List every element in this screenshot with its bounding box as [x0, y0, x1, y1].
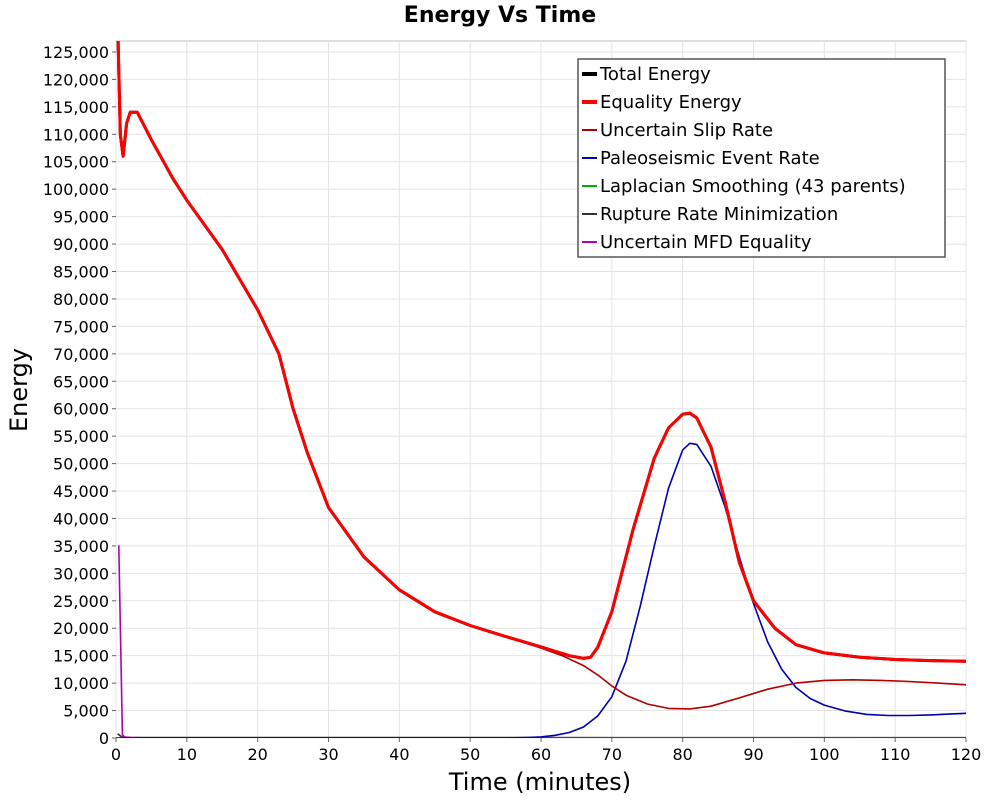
- y-tick-label: 30,000: [53, 564, 109, 583]
- series-lines: [116, 41, 966, 738]
- y-tick-label: 35,000: [53, 537, 109, 556]
- x-tick-label: 70: [602, 745, 622, 764]
- y-axis-title: Energy: [5, 348, 33, 432]
- x-tick-label: 80: [672, 745, 692, 764]
- x-axis-title: Time (minutes): [448, 768, 631, 796]
- y-axis: 0 5,000 10,000 15,000 20,000 25,000 30,000 35,0…: [43, 43, 116, 748]
- y-tick-label: 15,000: [53, 647, 109, 666]
- chart-title: Energy Vs Time: [404, 3, 596, 28]
- y-tick-label: 65,000: [53, 372, 109, 391]
- legend-label: Uncertain Slip Rate: [600, 120, 773, 141]
- legend-label: Uncertain MFD Equality: [600, 232, 812, 253]
- x-tick-label: 90: [743, 745, 763, 764]
- legend-label: Rupture Rate Minimization: [600, 204, 838, 225]
- grid-lines: [115, 41, 967, 739]
- series-line-equality-energy: [116, 41, 966, 663]
- y-tick-label: 100,000: [43, 180, 109, 199]
- y-tick-label: 115,000: [43, 98, 109, 117]
- legend-box: [577, 58, 946, 258]
- y-tick-label: 55,000: [53, 427, 109, 446]
- y-tick-label: 85,000: [53, 263, 109, 282]
- x-tick-label: 120: [951, 745, 982, 764]
- x-tick-label: 40: [389, 745, 409, 764]
- x-tick-label: 100: [809, 745, 840, 764]
- x-tick-label: 0: [111, 745, 121, 764]
- y-tick-label: 125,000: [43, 43, 109, 62]
- x-tick-label: 30: [318, 745, 338, 764]
- y-tick-label: 110,000: [43, 125, 109, 144]
- y-tick-label: 75,000: [53, 317, 109, 336]
- legend-label: Paleoseismic Event Rate: [600, 148, 820, 169]
- y-tick-label: 95,000: [53, 208, 109, 227]
- y-tick-label: 25,000: [53, 592, 109, 611]
- y-tick-label: 40,000: [53, 509, 109, 528]
- x-tick-label: 60: [531, 745, 551, 764]
- y-tick-label: 60,000: [53, 400, 109, 419]
- x-tick-label: 10: [177, 745, 197, 764]
- y-tick-label: 5,000: [63, 702, 109, 721]
- series-line-paleoseismic-event-rate: [116, 442, 966, 738]
- y-tick-label: 70,000: [53, 345, 109, 364]
- y-tick-label: 20,000: [53, 619, 109, 638]
- legend-label: Laplacian Smoothing (43 parents): [600, 176, 906, 197]
- y-tick-label: 90,000: [53, 235, 109, 254]
- legend-label: Equality Energy: [600, 92, 742, 113]
- y-tick-label: 80,000: [53, 290, 109, 309]
- y-tick-label: 0: [99, 729, 109, 748]
- legend-label: Total Energy: [599, 64, 711, 85]
- y-tick-label: 45,000: [53, 482, 109, 501]
- x-tick-label: 20: [247, 745, 267, 764]
- x-tick-label: 50: [460, 745, 480, 764]
- y-tick-label: 105,000: [43, 153, 109, 172]
- x-axis: 0 10 20 30 40 50 60 70 80 90 100 110 120: [111, 738, 981, 764]
- y-tick-label: 120,000: [43, 70, 109, 89]
- legend: Total Energy Equality Energy Uncertain Sli…: [577, 58, 946, 258]
- y-tick-label: 50,000: [53, 455, 109, 474]
- x-tick-label: 110: [880, 745, 911, 764]
- y-tick-label: 10,000: [53, 674, 109, 693]
